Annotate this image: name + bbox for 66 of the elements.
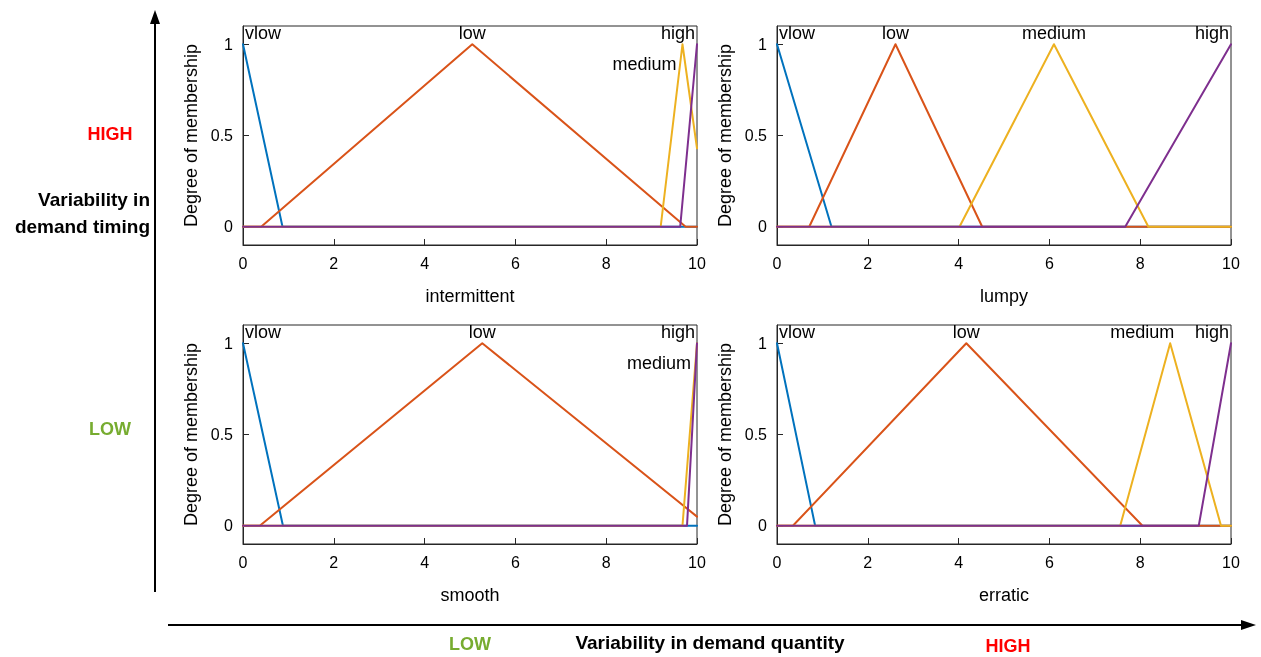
x-tick-label: 0 bbox=[772, 254, 782, 272]
x-axis-title: smooth bbox=[440, 585, 500, 605]
y-tick-label: 1 bbox=[758, 334, 768, 352]
y-tick-label: 1 bbox=[224, 35, 234, 53]
series-label: high bbox=[1194, 23, 1229, 44]
x-tick-label: 10 bbox=[688, 553, 706, 571]
y-axis-title: Degree of membership bbox=[180, 43, 201, 228]
y-tick-label: 0.5 bbox=[210, 127, 234, 144]
text: LOW bbox=[448, 634, 492, 655]
series-label: high bbox=[1194, 322, 1229, 343]
x-tick-label: 10 bbox=[1222, 553, 1240, 571]
series-label: medium bbox=[626, 353, 691, 374]
series-label: low bbox=[468, 322, 497, 343]
y-tick-label: 0.5 bbox=[210, 426, 234, 443]
series-label: low bbox=[458, 23, 487, 44]
y-axis-title: Degree of membership bbox=[180, 342, 201, 527]
series-label: vlow bbox=[245, 322, 283, 343]
x-tick-label: 10 bbox=[1222, 254, 1240, 272]
x-tick-label: 2 bbox=[329, 254, 339, 272]
x-tick-label: 4 bbox=[954, 553, 964, 571]
y-axis-title: Degree of membership bbox=[714, 342, 735, 527]
x-tick-label: 2 bbox=[863, 254, 873, 272]
x-tick-label: 6 bbox=[510, 254, 520, 272]
series-label: medium bbox=[1110, 322, 1175, 343]
x-axis-title: lumpy bbox=[979, 286, 1029, 306]
x-axis-title: erratic bbox=[978, 585, 1030, 605]
x-tick-label: 2 bbox=[329, 553, 339, 571]
x-tick-label: 6 bbox=[510, 553, 520, 571]
x-tick-label: 2 bbox=[863, 553, 873, 571]
x-tick-label: 8 bbox=[601, 254, 611, 272]
series-label: vlow bbox=[779, 322, 817, 343]
x-tick-label: 6 bbox=[1044, 254, 1054, 272]
text: HIGH bbox=[984, 636, 1032, 657]
y-tick-label: 0 bbox=[758, 517, 768, 535]
x-tick-label: 6 bbox=[1044, 553, 1054, 571]
x-tick-label: 8 bbox=[601, 553, 611, 571]
series-label: high bbox=[660, 23, 695, 44]
x-tick-label: 4 bbox=[420, 254, 430, 272]
y-tick-label: 1 bbox=[224, 334, 234, 352]
series-label: low bbox=[952, 322, 981, 343]
series-label: high bbox=[660, 322, 695, 343]
y-tick-label: 0 bbox=[224, 517, 234, 535]
y-tick-label: 0.5 bbox=[744, 127, 768, 144]
y-axis-title: Degree of membership bbox=[714, 43, 735, 228]
x-tick-label: 0 bbox=[772, 553, 782, 571]
series-label: medium bbox=[612, 54, 677, 75]
x-tick-label: 4 bbox=[420, 553, 430, 571]
x-tick-label: 10 bbox=[688, 254, 706, 272]
y-tick-label: 1 bbox=[758, 35, 768, 53]
x-tick-label: 8 bbox=[1135, 553, 1145, 571]
x-tick-label: 8 bbox=[1135, 254, 1145, 272]
series-label: vlow bbox=[245, 23, 283, 44]
text: Variability in demand timing bbox=[13, 188, 150, 239]
x-tick-label: 4 bbox=[954, 254, 964, 272]
series-label: medium bbox=[1021, 23, 1086, 44]
text: HIGH bbox=[86, 124, 134, 145]
x-axis-title: intermittent bbox=[425, 286, 515, 306]
y-tick-label: 0 bbox=[224, 218, 234, 236]
series-label: vlow bbox=[779, 23, 817, 44]
y-tick-label: 0 bbox=[758, 218, 768, 236]
series-label: low bbox=[881, 23, 910, 44]
text: Variability in demand quantity bbox=[574, 632, 846, 654]
x-tick-label: 0 bbox=[238, 553, 248, 571]
text: LOW bbox=[88, 419, 132, 440]
x-tick-label: 0 bbox=[238, 254, 248, 272]
y-tick-label: 0.5 bbox=[744, 426, 768, 443]
